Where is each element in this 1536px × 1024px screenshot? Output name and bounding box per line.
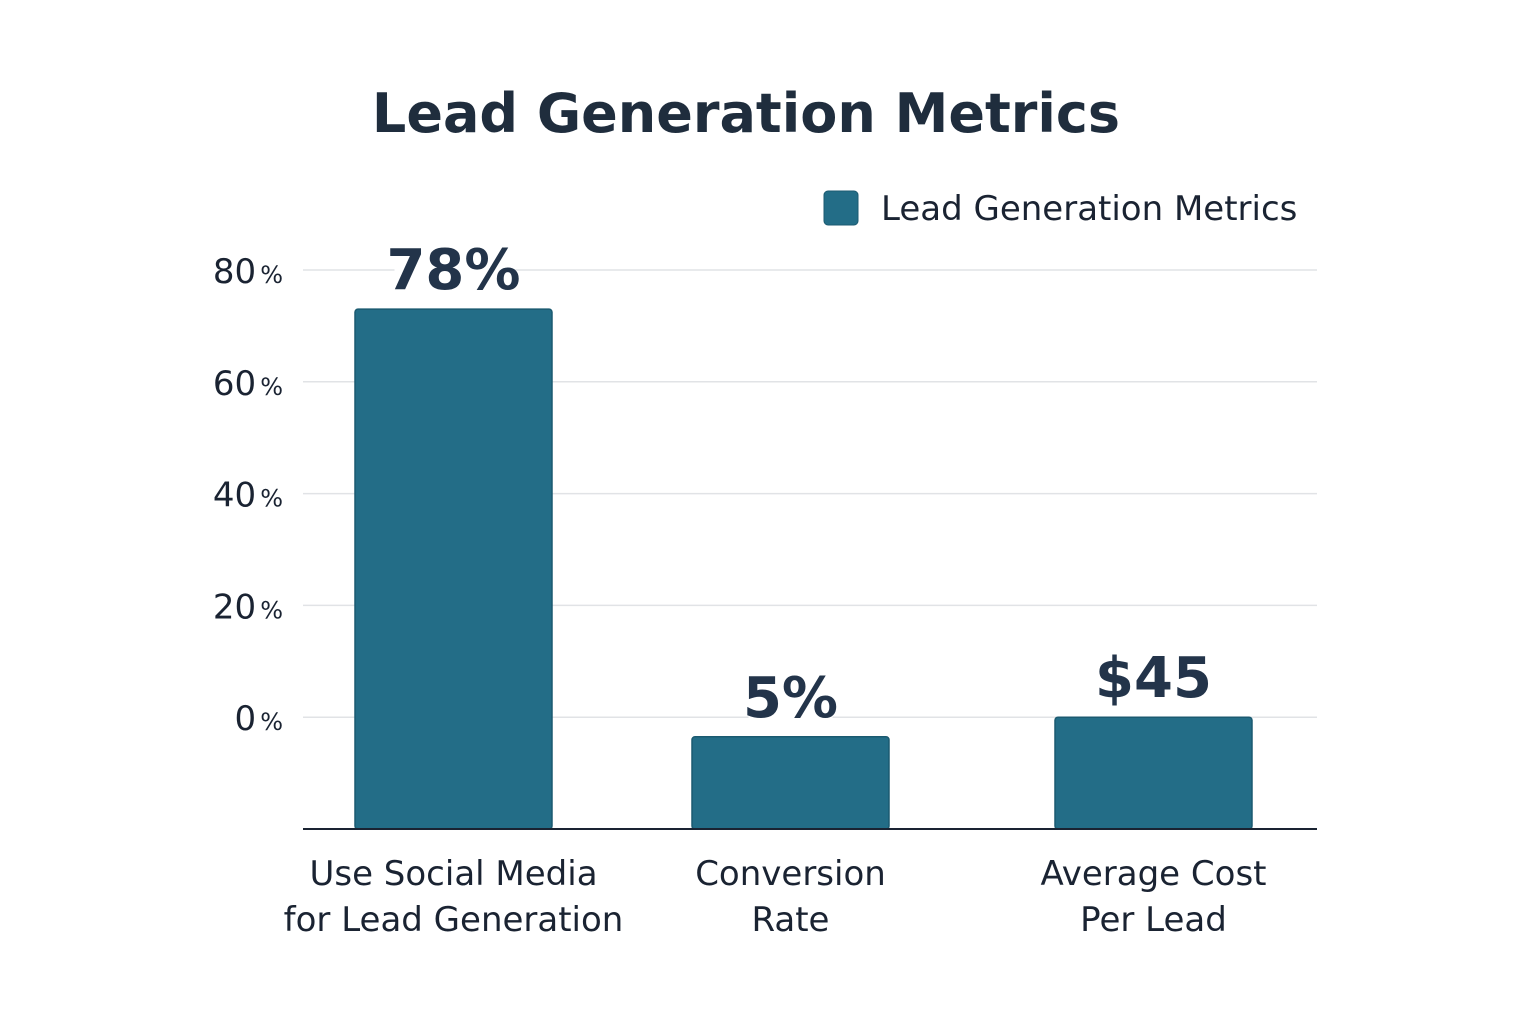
chart-title: Lead Generation Metrics [372, 82, 1120, 145]
data-label-bg-1 [748, 662, 833, 721]
x-tick-label-2-line-1: Per Lead [1080, 900, 1227, 940]
legend: Lead Generation Metrics [823, 189, 1297, 229]
data-label-bg-2 [1094, 643, 1213, 702]
y-tick-label-40: 40% [213, 476, 283, 516]
y-axis-ticks: 0 % 20 % 40 % 60 % 80% [213, 252, 283, 739]
data-label-bg-0 [394, 235, 513, 294]
legend-label: Lead Generation Metrics [881, 189, 1297, 229]
x-tick-label-0-line-0: Use Social Media [309, 854, 597, 894]
y-tick-label-0: 0% [235, 699, 283, 739]
bar-2 [1054, 716, 1253, 830]
y-tick-label-20: 20% [213, 587, 283, 627]
data-labels: 78% 5% $45 [386, 235, 1213, 731]
x-tick-label-0-line-1: for Lead Generation [284, 900, 624, 940]
y-tick-label-60: 60% [213, 364, 283, 404]
bar-1 [691, 736, 890, 830]
x-tick-label-2-line-0: Average Cost [1040, 854, 1266, 894]
bars [354, 308, 1253, 830]
y-tick-label-80: 80% [213, 252, 283, 292]
legend-swatch [823, 190, 859, 226]
x-tick-label-1-line-0: Conversion [695, 854, 886, 894]
data-label-0: 78% [386, 238, 520, 303]
bar-0 [354, 308, 553, 830]
x-tick-label-1-line-1: Rate [752, 900, 830, 940]
data-label-2: $45 [1095, 646, 1212, 711]
data-label-1: 5% [743, 666, 838, 731]
x-axis-labels: Use Social Media for Lead Generation Conve… [284, 854, 1267, 940]
